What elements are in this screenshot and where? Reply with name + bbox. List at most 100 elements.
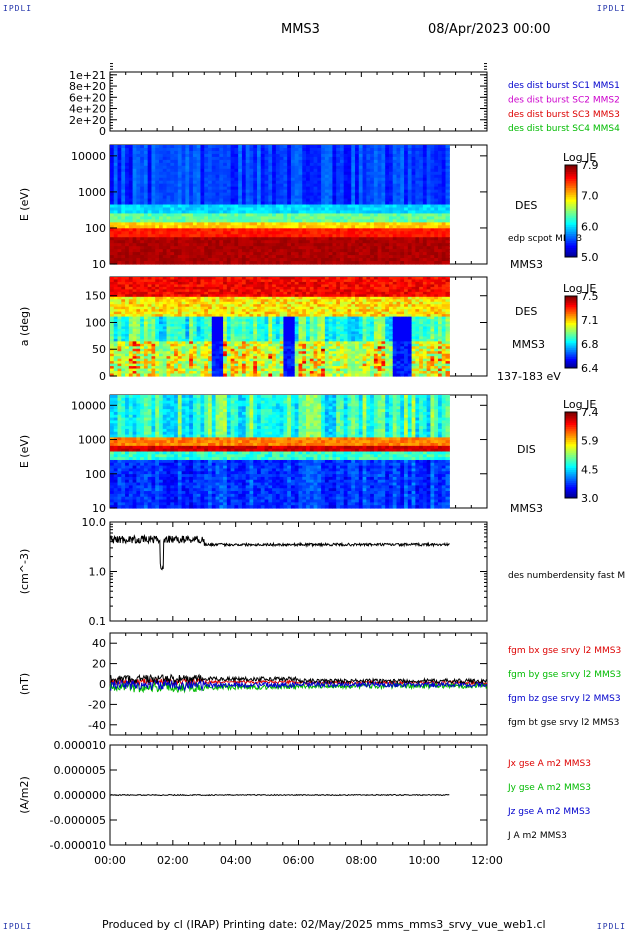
heatmap-cell <box>151 324 156 328</box>
heatmap-cell <box>234 219 239 223</box>
heatmap-cell <box>132 346 137 350</box>
heatmap-cell <box>121 321 126 325</box>
heatmap-cell <box>437 234 443 238</box>
heatmap-cell <box>132 186 137 191</box>
heatmap-cell <box>328 165 334 170</box>
heatmap-cell <box>226 195 232 200</box>
heatmap-cell <box>366 225 371 229</box>
heatmap-cell <box>200 189 205 194</box>
heatmap-cell <box>181 198 186 203</box>
heatmap-cell <box>238 234 243 238</box>
heatmap-cell <box>200 177 205 182</box>
heatmap-cell <box>358 171 364 176</box>
heatmap-cell <box>166 346 171 350</box>
heatmap-cell <box>321 186 326 191</box>
heatmap-cell <box>287 252 292 256</box>
heatmap-cell <box>321 174 326 179</box>
heatmap-cell <box>226 201 232 206</box>
heatmap-cell <box>177 198 183 203</box>
heatmap-cell <box>347 180 352 185</box>
heatmap-cell <box>125 186 130 191</box>
heatmap-cell <box>238 180 243 185</box>
heatmap-cell <box>404 249 409 253</box>
heatmap-cell <box>159 165 164 170</box>
heatmap-cell <box>302 228 307 232</box>
heatmap-cell <box>181 281 186 286</box>
heatmap-cell <box>155 243 160 247</box>
heatmap-cell <box>155 231 160 235</box>
heatmap-cell <box>140 346 145 350</box>
heatmap-cell <box>192 286 198 290</box>
heatmap-cell <box>434 186 439 191</box>
heatmap-cell <box>441 195 447 200</box>
heatmap-cell <box>328 198 334 203</box>
heatmap-cell <box>143 252 149 256</box>
heatmap-cell <box>355 183 360 188</box>
heatmap-cell <box>136 156 141 161</box>
heatmap-cell <box>238 198 243 203</box>
heatmap-cell <box>381 183 386 188</box>
heatmap-cell <box>162 306 168 310</box>
heatmap-cell <box>200 201 205 206</box>
heatmap-cell <box>283 261 288 265</box>
heatmap-cell <box>166 162 171 167</box>
heatmap-cell <box>185 311 190 315</box>
heatmap-cell <box>113 351 119 355</box>
heatmap-cell <box>125 279 130 283</box>
heatmap-cell <box>174 326 179 330</box>
heatmap-cell <box>400 243 405 247</box>
colorbar-cell <box>565 250 577 253</box>
legend-burst: des dist burst SC3 MMS3 <box>508 110 620 120</box>
heatmap-cell <box>136 319 141 323</box>
heatmap-cell <box>189 284 194 288</box>
heatmap-cell <box>151 309 156 313</box>
heatmap-cell <box>185 351 190 355</box>
heatmap-cell <box>332 234 337 238</box>
heatmap-cell <box>185 201 190 206</box>
heatmap-cell <box>373 216 379 220</box>
heatmap-cell <box>200 195 205 200</box>
heatmap-cell <box>125 326 130 330</box>
heatmap-cell <box>110 284 115 288</box>
heatmap-cell <box>377 258 383 262</box>
heatmap-cell <box>151 213 156 217</box>
heatmap-cell <box>174 331 179 335</box>
heatmap-cell <box>426 240 432 244</box>
heatmap-cell <box>143 299 149 303</box>
heatmap-cell <box>373 231 379 235</box>
heatmap-cell <box>366 237 371 241</box>
heatmap-cell <box>253 165 258 170</box>
heatmap-cell <box>437 186 443 191</box>
heatmap-cell <box>166 177 171 182</box>
heatmap-cell <box>434 231 439 235</box>
heatmap-cell <box>422 258 428 262</box>
heatmap-cell <box>407 183 413 188</box>
heatmap-cell <box>230 192 236 197</box>
heatmap-cell <box>219 207 224 212</box>
heatmap-cell <box>204 240 209 244</box>
heatmap-cell <box>238 228 243 232</box>
heatmap-cell <box>117 156 122 161</box>
heatmap-cell <box>226 145 232 149</box>
heatmap-cell <box>121 353 126 357</box>
heatmap-cell <box>174 189 179 194</box>
heatmap-cell <box>294 213 300 217</box>
heatmap-cell <box>339 171 345 176</box>
heatmap-cell <box>317 165 322 170</box>
heatmap-cell <box>140 279 145 283</box>
heatmap-cell <box>430 165 435 170</box>
heatmap-cell <box>351 174 356 179</box>
heatmap-cell <box>317 174 322 179</box>
heatmap-cell <box>110 216 115 220</box>
heatmap-cell <box>309 234 315 238</box>
heatmap-cell <box>166 249 171 253</box>
heatmap-cell <box>132 281 137 286</box>
heatmap-cell <box>159 192 164 197</box>
heatmap-cell <box>426 204 432 209</box>
heatmap-cell <box>166 159 171 164</box>
heatmap-cell <box>396 153 401 158</box>
heatmap-cell <box>313 246 318 250</box>
heatmap-cell <box>426 252 432 256</box>
heatmap-cell <box>257 222 262 226</box>
heatmap-cell <box>162 368 168 372</box>
